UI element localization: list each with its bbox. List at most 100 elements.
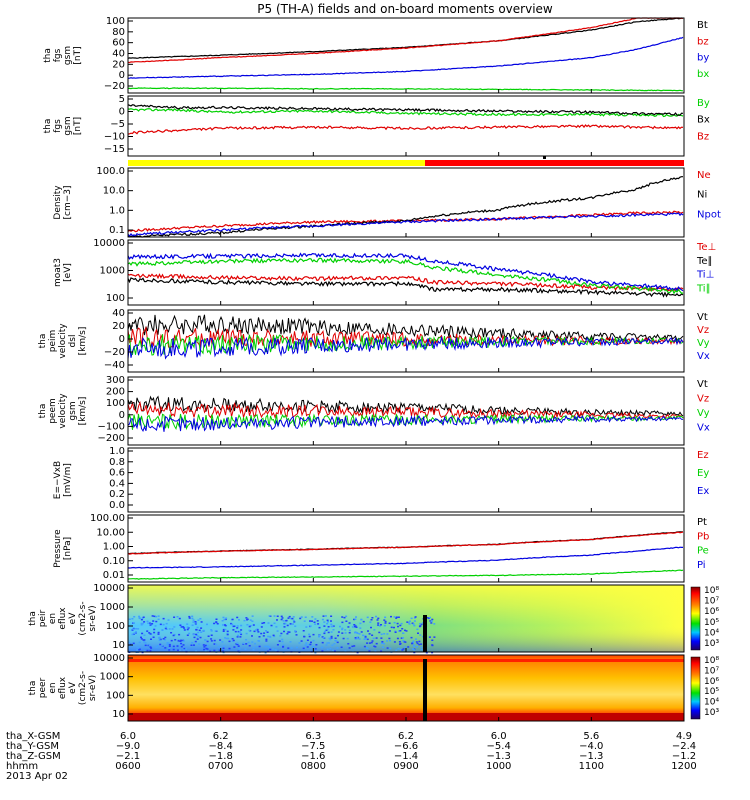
spectrogram-cell — [309, 643, 312, 646]
spectrogram-cell — [207, 635, 210, 637]
spectrogram-cell — [224, 628, 227, 631]
spectrogram-cell — [370, 641, 373, 644]
ytick-label: 1.0 — [109, 446, 125, 457]
spectrogram-cell — [418, 625, 421, 628]
spectrogram-cell — [351, 645, 354, 648]
spectrogram-cell — [407, 646, 410, 648]
spectrogram-cell — [332, 629, 335, 631]
spectrogram-cell — [375, 642, 378, 645]
spectrogram-cell — [282, 644, 285, 646]
spectrogram-cell — [206, 623, 208, 626]
ytick-label: 1.00 — [103, 542, 125, 553]
spectrogram-cell — [146, 649, 149, 652]
panel-7: 1.00.80.60.40.20.0 E=−VxB [mV/m] Ez Ey Ex — [53, 446, 709, 513]
spectrogram-cell — [245, 617, 248, 619]
ytick-label: 0.10 — [103, 556, 125, 567]
spectrogram-cell — [167, 642, 170, 644]
spectrogram-cell — [157, 631, 160, 634]
spectrogram-cell — [191, 617, 194, 620]
spectrogram-cell — [138, 617, 141, 619]
spectrogram-cell — [416, 646, 419, 648]
spectrogram-cell — [321, 646, 324, 649]
mode-bar-fast — [425, 160, 684, 166]
spectrogram-cell — [288, 615, 291, 618]
spectrogram-cell — [360, 631, 363, 633]
legend-6-2: Vz — [697, 394, 709, 405]
spectrogram-cell — [323, 630, 326, 633]
spectrogram-cell — [419, 623, 422, 625]
ytick-label: −20 — [104, 347, 125, 358]
ylabel-line: velocity — [58, 393, 68, 429]
spectrogram-cell — [341, 627, 344, 630]
spectrogram-cell — [180, 626, 183, 628]
series-6-4 — [127, 414, 684, 433]
spectrogram-cell — [164, 647, 167, 649]
spectrogram-cell — [323, 621, 326, 623]
spectrogram-cell — [381, 642, 383, 644]
spectrogram-cell — [141, 632, 144, 635]
ytick-label: 20 — [112, 59, 125, 70]
spectrogram-cell — [286, 624, 289, 627]
legend-6-1: Vt — [697, 379, 708, 390]
spectrogram-cell — [200, 627, 203, 629]
legend-5-1: Vt — [697, 312, 708, 323]
spectrogram-cell — [373, 645, 376, 647]
legend-1-3: by — [697, 53, 709, 64]
legend-3-3: Npot — [697, 209, 721, 220]
spectrogram-cell — [148, 622, 151, 624]
spectrogram-cell — [275, 626, 278, 628]
spectrogram-cell — [224, 637, 227, 639]
spectrogram-cell — [306, 646, 309, 648]
spectrogram-cell — [419, 634, 422, 636]
spectrogram-cell — [326, 648, 329, 650]
spectrogram-cell — [305, 626, 308, 628]
series-3-3 — [127, 212, 684, 238]
series-2-2 — [127, 104, 684, 116]
legend-5-4: Vx — [697, 351, 710, 362]
series-8-1 — [127, 531, 684, 555]
footer-value: −1.3 — [487, 751, 511, 762]
spectrogram-cell — [196, 634, 199, 636]
footer-value: 6.3 — [305, 731, 321, 742]
spectrogram-cell — [248, 645, 251, 647]
spectrogram-cell — [267, 645, 270, 648]
spectrogram-cell — [263, 645, 266, 648]
ylabel: tha fgs gsm [nT] — [43, 46, 83, 65]
spectrogram-cell — [331, 644, 334, 646]
spectrogram-cell — [325, 629, 328, 631]
ytick-label: −5 — [110, 119, 125, 130]
spectrogram-cell — [164, 636, 167, 639]
footer-value: 6.0 — [120, 731, 136, 742]
spectrogram-cell — [164, 627, 167, 630]
spectrogram-cell — [401, 628, 404, 630]
spectrogram-cell — [224, 618, 227, 621]
spectrogram-cell — [183, 647, 186, 650]
ylabel-line: eV — [68, 681, 78, 694]
spectrogram-cell — [182, 640, 185, 642]
spectrogram-cell — [162, 623, 165, 626]
panel-4: 10000 1000 100 moat3 [eV] Te⊥ Te∥ Ti⊥ Ti∥ — [53, 238, 716, 306]
panel-frame — [127, 239, 685, 306]
spectrogram-cell — [321, 636, 324, 638]
spectrogram-cell — [236, 625, 239, 627]
ytick-label: 0 — [119, 107, 125, 118]
spectrogram-cell — [159, 638, 162, 641]
spectrogram-cell — [377, 624, 380, 626]
spectrogram-cell — [400, 637, 403, 639]
spectrogram-cell — [304, 616, 307, 618]
spectrogram-cell — [256, 628, 259, 630]
spectrogram-cell — [360, 619, 363, 621]
spectrogram-cell — [327, 631, 330, 634]
spectrogram-cell — [283, 630, 285, 633]
spectrogram-cell — [282, 620, 285, 622]
spectrogram-cell — [251, 620, 254, 622]
spectrogram-cell — [363, 638, 366, 640]
spectrogram-cell — [294, 630, 297, 632]
spectrogram-cell — [210, 638, 213, 640]
spectrogram-cell — [310, 641, 312, 644]
spectrogram-cell — [243, 619, 246, 622]
spectrogram-cell — [183, 627, 186, 629]
ylabel-line: Density — [53, 185, 63, 220]
spectrogram-cell — [272, 648, 275, 650]
spectrogram-cell — [384, 620, 387, 623]
